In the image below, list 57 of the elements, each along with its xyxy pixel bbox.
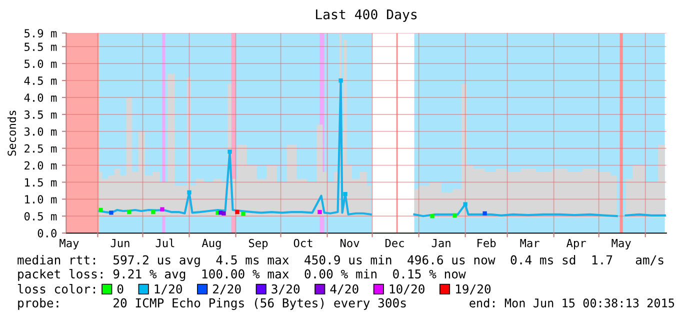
legend-label: 19/20	[456, 284, 491, 295]
text: probe: 20 ICMP Echo Pings (56 Bytes) every 300s	[18, 298, 406, 310]
legend-label: 4/20	[330, 284, 358, 295]
point	[187, 190, 192, 194]
y-tick-label: 1.5 m	[25, 178, 57, 187]
y-tick-label: 3.0 m	[24, 127, 57, 136]
x-tick-label: Sep	[248, 238, 268, 250]
y-tick-label: 4.5 m	[24, 76, 57, 85]
point	[241, 212, 246, 216]
point	[452, 213, 457, 218]
x-tick-label: Jun	[110, 239, 130, 248]
text: packet loss: 9.21 % avg 100.00 % max 0.00 % min 0.15 % now	[18, 269, 466, 281]
point	[235, 210, 240, 214]
y-tick-label: 4.0 m	[24, 93, 57, 102]
legend-label: 1/20	[154, 284, 182, 295]
y-tick-label: 0.5 m	[24, 212, 57, 221]
point	[98, 208, 103, 212]
x-tick-label: Feb	[478, 238, 496, 248]
point	[343, 192, 348, 196]
legend-title: loss color:	[18, 284, 96, 294]
x-tick-label: Jul	[156, 238, 174, 248]
x-tick-label: Aug	[202, 238, 221, 250]
point	[338, 78, 343, 83]
point	[463, 202, 468, 206]
y-tick-label: 2.5 m	[24, 144, 57, 153]
x-tick-label: May	[612, 239, 631, 250]
y-tick-label: 2.0 m	[24, 161, 57, 170]
point	[318, 210, 322, 214]
x-tick-label: Nov	[340, 239, 360, 248]
point	[160, 207, 164, 212]
text: median rtt: 597.2 us avg 4.5 ms max 450.9 us min 496.6 us now 0.4 ms sd 1.7 am/s	[18, 255, 664, 267]
legend-label: 0	[117, 284, 124, 294]
y-tick-label: 3.5 m	[24, 110, 57, 119]
y-tick-label: 5.5 m	[24, 42, 57, 52]
y-tick-label: 0.0	[38, 229, 56, 238]
y-axis-title: Seconds	[7, 110, 16, 156]
legend-label: 3/20	[272, 284, 300, 295]
point	[430, 214, 434, 218]
y-tick-label: 5.9 m	[24, 29, 57, 38]
point	[482, 211, 487, 216]
legend-label: 10/20	[390, 284, 424, 295]
x-tick-label: Mar	[520, 239, 540, 248]
point	[127, 210, 132, 214]
point	[109, 210, 114, 215]
x-tick-label: Jan	[432, 239, 450, 248]
text: end: Mon Jun 15 00:38:13 2015	[470, 298, 674, 308]
legend-label: 2/20	[213, 284, 241, 295]
point	[151, 210, 156, 214]
x-tick-label: Oct	[294, 238, 312, 248]
chart-title: Last 400 Days	[316, 9, 417, 22]
x-tick-label: May	[60, 239, 79, 250]
point	[222, 211, 226, 216]
y-tick-label: 5.0 m	[24, 60, 57, 68]
y-tick-label: 1.0 m	[25, 195, 57, 204]
x-tick-label: Dec	[385, 239, 404, 248]
point	[228, 150, 232, 154]
x-tick-label: Apr	[566, 239, 586, 250]
